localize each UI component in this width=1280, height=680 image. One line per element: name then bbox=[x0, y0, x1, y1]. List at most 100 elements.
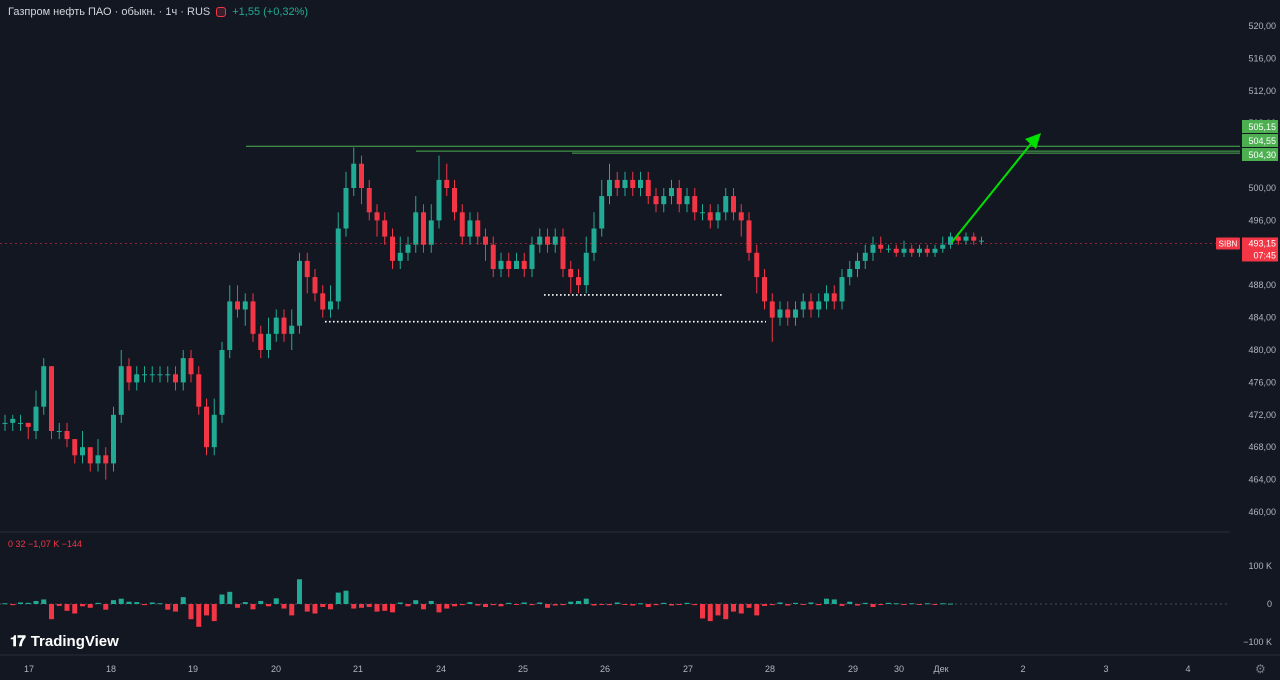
volume-bar bbox=[41, 599, 47, 604]
candle bbox=[452, 188, 457, 213]
projection-arrow-head bbox=[1025, 133, 1041, 149]
level-label: 504,30 bbox=[1248, 150, 1276, 160]
volume-bar bbox=[467, 602, 473, 604]
level-label-bg bbox=[1242, 148, 1278, 161]
candle bbox=[684, 196, 690, 205]
candle bbox=[731, 196, 736, 213]
candle bbox=[924, 248, 930, 253]
candle bbox=[235, 301, 240, 310]
candle bbox=[955, 236, 961, 241]
volume-bar bbox=[87, 604, 93, 608]
candle bbox=[405, 244, 411, 253]
price-tick-label: 484,00 bbox=[1248, 313, 1276, 323]
candle bbox=[250, 301, 256, 334]
price-tick-label: 500,00 bbox=[1248, 183, 1276, 193]
volume-bar bbox=[2, 603, 8, 605]
candle bbox=[700, 212, 705, 214]
volume-bar bbox=[165, 604, 171, 610]
candle bbox=[382, 220, 388, 237]
tradingview-logo[interactable]: 𝟏𝟕 TradingView bbox=[10, 633, 119, 650]
candle bbox=[529, 244, 535, 269]
volume-bar bbox=[413, 600, 419, 604]
volume-bar bbox=[405, 604, 411, 607]
symbol-tag: SIBN bbox=[1219, 239, 1238, 248]
volume-bar bbox=[219, 594, 225, 604]
volume-bar bbox=[669, 604, 674, 606]
time-axis[interactable]: 17 18 19 20 21 24 25 26 27 28 29 30 Дек 2 3 4 bbox=[24, 664, 1191, 674]
time-tick-label: 29 bbox=[848, 664, 858, 674]
volume-bar bbox=[196, 604, 202, 627]
time-tick-label: 2 bbox=[1020, 664, 1025, 674]
gear-icon[interactable]: ⚙ bbox=[1255, 662, 1266, 676]
volume-bar bbox=[738, 604, 744, 614]
candle bbox=[111, 414, 116, 464]
symbol-title[interactable]: Газпром нефть ПАО · обыкн. · 1ч · RUS bbox=[8, 6, 211, 18]
volume-bar bbox=[64, 604, 70, 611]
time-tick-label: 17 bbox=[24, 664, 34, 674]
price-change: +1,55 (+0,32%) bbox=[232, 6, 309, 18]
volume-bar bbox=[715, 604, 721, 616]
volume-bar bbox=[754, 604, 760, 616]
volume-bar bbox=[498, 604, 504, 607]
volume-bar bbox=[552, 604, 558, 606]
candle bbox=[297, 260, 302, 326]
candle bbox=[204, 406, 209, 448]
volume-bar bbox=[622, 604, 628, 605]
candle bbox=[103, 455, 109, 464]
price-tick-label: 476,00 bbox=[1248, 377, 1276, 387]
volume-bar bbox=[599, 604, 605, 605]
volume-bar bbox=[80, 604, 85, 607]
candle bbox=[490, 244, 496, 269]
candle bbox=[808, 301, 814, 310]
candle bbox=[963, 236, 969, 241]
drawings[interactable] bbox=[0, 133, 1240, 323]
candle bbox=[157, 374, 163, 376]
time-tick-label: Дек bbox=[933, 664, 948, 674]
candle bbox=[839, 277, 845, 302]
candle bbox=[196, 374, 202, 407]
volume-bar bbox=[793, 602, 798, 604]
volume-bar bbox=[180, 597, 186, 604]
candle bbox=[211, 414, 217, 448]
volume-bar bbox=[459, 604, 465, 606]
volume-bar bbox=[382, 604, 388, 611]
candle bbox=[746, 220, 752, 253]
volume-bar bbox=[134, 602, 140, 604]
volume-legend: 0 32 −1,07 K −144 bbox=[8, 539, 83, 549]
volume-bar bbox=[118, 598, 124, 604]
volume-bar bbox=[421, 604, 426, 610]
candle bbox=[568, 269, 574, 278]
volume-bar bbox=[746, 604, 752, 608]
candle bbox=[227, 301, 233, 350]
time-tick-label: 30 bbox=[894, 664, 904, 674]
volume-bar bbox=[707, 604, 713, 622]
volume-bar bbox=[676, 604, 682, 605]
volume-bar bbox=[506, 602, 512, 604]
candle bbox=[638, 179, 643, 188]
volume-bar bbox=[568, 601, 574, 604]
level-label-bg bbox=[1242, 134, 1278, 147]
volume-bar bbox=[33, 600, 39, 604]
candle bbox=[72, 439, 78, 456]
price-axis[interactable]: 520,00516,00512,00508,00504,00500,00496,… bbox=[1216, 21, 1278, 517]
volume-tick-label: 0 bbox=[1267, 599, 1272, 609]
volume-bar bbox=[607, 604, 612, 606]
volume-bar bbox=[529, 604, 535, 606]
volume-bar bbox=[289, 604, 295, 616]
price-tick-label: 460,00 bbox=[1248, 507, 1276, 517]
candle bbox=[769, 301, 775, 318]
volume-bar bbox=[917, 604, 922, 605]
volume-bar bbox=[800, 604, 806, 605]
candle bbox=[56, 431, 62, 432]
volume-bar bbox=[273, 598, 279, 604]
candle bbox=[816, 301, 822, 310]
candle bbox=[754, 252, 760, 278]
volume-bar bbox=[227, 591, 233, 604]
volume-tick-label: −100 K bbox=[1243, 637, 1272, 647]
candle bbox=[80, 447, 85, 456]
volume-bar bbox=[320, 604, 326, 608]
volume-bar bbox=[436, 604, 442, 613]
candle bbox=[583, 252, 589, 286]
price-tick-label: 520,00 bbox=[1248, 21, 1276, 31]
